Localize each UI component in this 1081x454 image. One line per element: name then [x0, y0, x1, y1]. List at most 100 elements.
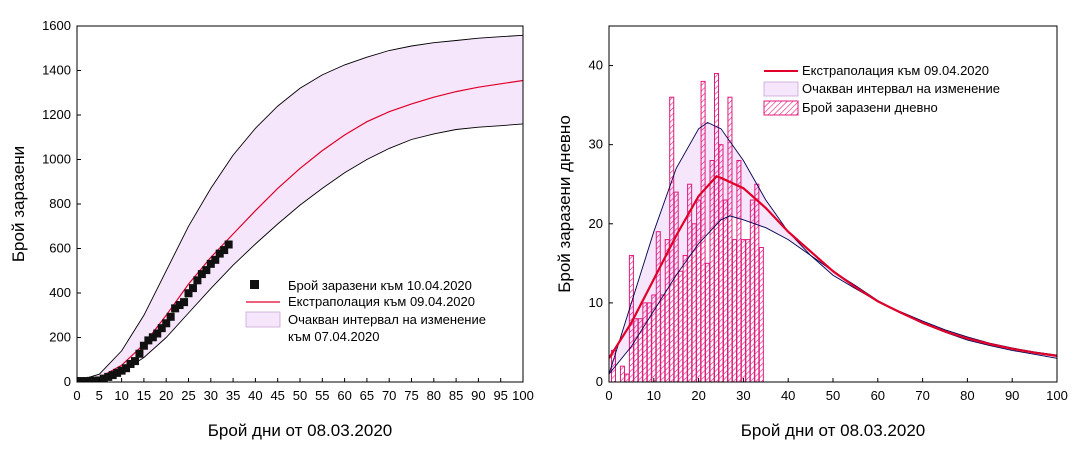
right-plot-area [609, 72, 1057, 382]
observed-point [157, 324, 166, 333]
observed-point [81, 377, 90, 382]
daily-bar [754, 183, 760, 382]
daily-bar [740, 239, 746, 382]
x-tick-label: 25 [181, 388, 195, 403]
observed-point [162, 319, 171, 328]
x-tick-label: 90 [471, 388, 485, 403]
observed-point [139, 341, 148, 350]
daily-bar [619, 365, 625, 382]
daily-bar [745, 239, 751, 382]
daily-bar [660, 294, 666, 382]
observed-point [90, 376, 99, 382]
legend-item-band-line2: към 07.04.2020 [288, 329, 379, 344]
observed-point [175, 301, 184, 310]
legend-item-daily-right: Брой заразени дневно [802, 100, 938, 115]
y-tick-label: 30 [589, 137, 603, 152]
observed-point [224, 240, 233, 249]
observed-point [99, 374, 108, 382]
daily-bar [642, 302, 648, 382]
left-y-axis-title: Брой заразени [9, 146, 28, 262]
daily-bar [646, 302, 652, 382]
daily-bar [705, 262, 711, 382]
x-tick-label: 85 [449, 388, 463, 403]
daily-bar [637, 318, 643, 382]
daily-cases-chart: 0 10 20 30 40 50 60 70 80 90 100 0 10 20 30 40 Брой дни… [555, 25, 1068, 440]
x-tick-label: 100 [512, 388, 534, 403]
x-tick-label: 65 [360, 388, 374, 403]
x-tick-label: 0 [73, 388, 80, 403]
x-tick-label: 40 [248, 388, 262, 403]
daily-bar [736, 159, 742, 382]
x-tick-label: 40 [781, 388, 795, 403]
observed-point [117, 366, 126, 375]
observed-point [148, 333, 157, 342]
observed-point [215, 249, 224, 258]
daily-bar [664, 239, 670, 382]
right-x-axis-title: Брой дни от 08.03.2020 [741, 421, 926, 440]
daily-bar [714, 72, 720, 382]
legend-band-swatch-right [763, 81, 799, 97]
legend-hatch-swatch-right [763, 100, 799, 116]
y-tick-label: 1600 [42, 18, 71, 33]
observed-point [171, 304, 180, 313]
left-legend: Брой заразени към 10.04.2020 Екстраполац… [245, 278, 486, 344]
observed-point [166, 312, 175, 321]
x-tick-label: 55 [315, 388, 329, 403]
x-tick-label: 45 [270, 388, 284, 403]
left-plot-area [77, 34, 523, 382]
observed-point [202, 266, 211, 275]
band-lower-edge [77, 123, 523, 382]
daily-bar [682, 254, 688, 382]
y-tick-label: 800 [49, 196, 71, 211]
observed-point [126, 359, 135, 368]
observed-point [184, 289, 193, 298]
observed-point [197, 270, 206, 279]
legend-item-observed: Брой заразени към 10.04.2020 [288, 278, 472, 293]
legend-marker-swatch [250, 280, 259, 289]
band-upper-edge [77, 34, 523, 382]
observed-point [180, 298, 189, 307]
daily-bar [673, 191, 679, 382]
x-tick-label: 75 [404, 388, 418, 403]
left-axis-ticks: 0 5 10 15 20 25 30 35 40 45 50 55 60 65 70 75 80 85 90 95 10… [42, 18, 534, 403]
daily-bar [678, 270, 684, 382]
x-tick-label: 60 [337, 388, 351, 403]
daily-bar [722, 199, 728, 382]
daily-bar [700, 80, 706, 382]
observed-point [108, 371, 117, 380]
y-tick-label: 600 [49, 241, 71, 256]
x-tick-label: 95 [493, 388, 507, 403]
observed-point [86, 376, 95, 382]
y-tick-label: 200 [49, 330, 71, 345]
x-tick-label: 100 [1046, 388, 1068, 403]
x-tick-label: 35 [226, 388, 240, 403]
daily-bar [758, 247, 764, 382]
x-tick-label: 50 [826, 388, 840, 403]
daily-bar [718, 144, 724, 382]
y-tick-label: 10 [589, 295, 603, 310]
band-lower-edge [609, 215, 1057, 375]
y-tick-label: 400 [49, 285, 71, 300]
y-tick-label: 40 [589, 58, 603, 73]
daily-bar [633, 318, 639, 382]
observed-point [220, 246, 229, 255]
observed-point [135, 349, 144, 358]
right-axis-ticks: 0 10 20 30 40 50 60 70 80 90 100 0 10 20 30 40 [589, 58, 1068, 403]
right-y-axis-title: Брой заразени дневно [555, 115, 574, 293]
observed-point [153, 329, 162, 338]
legend-band-swatch [245, 311, 281, 328]
x-tick-label: 20 [159, 388, 173, 403]
daily-bar [731, 239, 737, 382]
x-tick-label: 15 [137, 388, 151, 403]
x-tick-label: 80 [427, 388, 441, 403]
x-tick-label: 60 [871, 388, 885, 403]
x-tick-label: 10 [647, 388, 661, 403]
observed-point [130, 357, 139, 366]
observed-point [113, 368, 122, 377]
daily-bar [709, 159, 715, 382]
legend-item-extrapolation: Екстраполация към 09.04.2020 [288, 294, 475, 309]
observed-point [188, 284, 197, 293]
legend-item-extrapolation-right: Екстраполация към 09.04.2020 [802, 63, 989, 78]
x-tick-label: 70 [915, 388, 929, 403]
